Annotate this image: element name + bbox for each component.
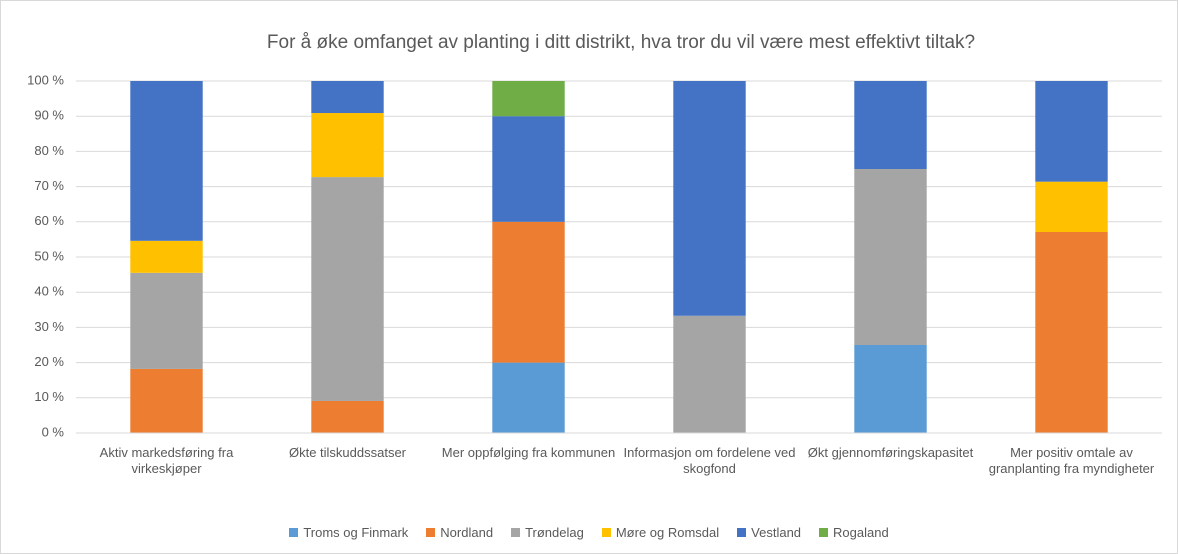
y-tick-label: 100 % bbox=[27, 72, 64, 87]
x-tick-label: Økte tilskuddssatser bbox=[288, 445, 407, 460]
y-tick-label: 30 % bbox=[34, 319, 64, 334]
legend-swatch bbox=[511, 528, 521, 537]
legend-swatch bbox=[819, 528, 829, 537]
bar-segment bbox=[673, 81, 746, 316]
bar-segment bbox=[311, 177, 384, 401]
legend-item: Nordland bbox=[426, 525, 493, 540]
bar-segment bbox=[130, 81, 203, 241]
bar-segment bbox=[673, 315, 746, 433]
bar-segment bbox=[130, 272, 203, 369]
legend: Troms og Finmark Nordland Trøndelag Møre og… bbox=[1, 525, 1177, 540]
bar-segment bbox=[492, 221, 565, 363]
legend-label: Vestland bbox=[751, 525, 802, 540]
legend-label: Rogaland bbox=[833, 525, 889, 540]
bar-segment bbox=[130, 368, 203, 433]
bar-segment bbox=[854, 169, 927, 345]
legend-swatch bbox=[601, 528, 611, 537]
x-tick-label: Aktiv markedsføring fra virkeskjøper bbox=[99, 445, 234, 476]
legend-item: Troms og Finmark bbox=[289, 525, 408, 540]
legend-item: Vestland bbox=[737, 525, 801, 540]
bar-segment bbox=[854, 345, 927, 433]
legend-swatch bbox=[289, 528, 299, 537]
legend-label: Møre og Romsdal bbox=[615, 525, 720, 540]
bar-segment bbox=[1035, 81, 1108, 182]
legend-item: Rogaland bbox=[819, 525, 889, 540]
legend-swatch bbox=[426, 528, 436, 537]
bar-segment bbox=[311, 400, 384, 433]
bar-segment bbox=[130, 240, 203, 273]
bar-segment bbox=[1035, 232, 1108, 433]
y-tick-label: 80 % bbox=[34, 143, 64, 158]
bar-segment bbox=[311, 81, 384, 114]
y-tick-label: 40 % bbox=[34, 284, 64, 299]
legend-item: Møre og Romsdal bbox=[601, 525, 720, 540]
bar-segment bbox=[1035, 181, 1108, 233]
y-tick-label: 0 % bbox=[42, 424, 65, 439]
x-tick-label: Mer positiv omtale av granplanting fra m… bbox=[988, 445, 1155, 476]
x-tick-label: Mer oppfølging fra kommunen bbox=[441, 445, 616, 460]
legend-label: Trøndelag bbox=[525, 525, 584, 540]
y-tick-label: 50 % bbox=[34, 248, 64, 263]
legend-label: Nordland bbox=[440, 525, 494, 540]
bar-segment bbox=[492, 116, 565, 222]
y-tick-label: 60 % bbox=[34, 213, 64, 228]
bar-segment bbox=[492, 81, 565, 117]
chart-title: For å øke omfanget av planting i ditt di… bbox=[267, 32, 975, 53]
x-tick-label: Økt gjennomføringskapasitet bbox=[807, 445, 974, 460]
legend-swatch bbox=[737, 528, 747, 537]
y-tick-label: 90 % bbox=[34, 108, 64, 123]
legend-label: Troms og Finmark bbox=[303, 525, 409, 540]
legend-item: Trøndelag bbox=[511, 525, 584, 540]
x-tick-label: Informasjon om fordelene ved skogfond bbox=[623, 445, 796, 476]
y-tick-label: 70 % bbox=[34, 178, 64, 193]
bar-segment bbox=[854, 81, 927, 169]
bar-segment bbox=[492, 362, 565, 433]
bar-segment bbox=[311, 113, 384, 178]
y-tick-label: 10 % bbox=[34, 389, 64, 404]
y-tick-label: 20 % bbox=[34, 354, 64, 369]
